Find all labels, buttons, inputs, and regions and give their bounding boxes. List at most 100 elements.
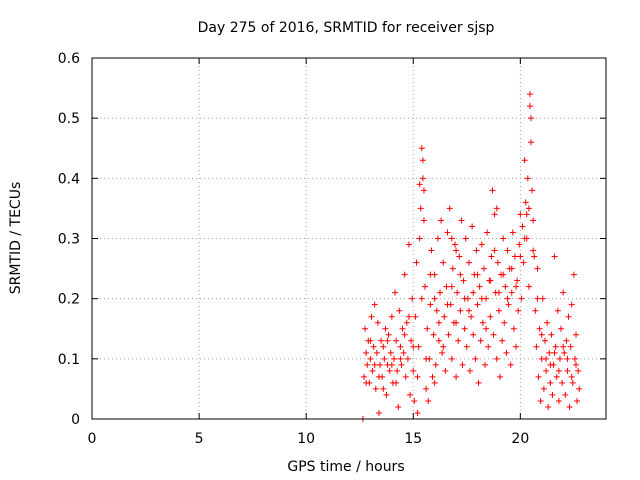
data-point xyxy=(505,301,512,308)
x-tick-label: 0 xyxy=(88,431,97,447)
data-point xyxy=(417,205,424,212)
data-point xyxy=(414,373,421,380)
data-point xyxy=(431,379,438,386)
data-point xyxy=(488,253,495,260)
data-point xyxy=(529,187,536,194)
data-point xyxy=(441,313,448,320)
data-point xyxy=(559,379,566,386)
data-point xyxy=(455,337,462,344)
data-point xyxy=(478,295,485,302)
data-point xyxy=(504,295,511,302)
data-point xyxy=(535,373,542,380)
data-point xyxy=(487,313,494,320)
data-point xyxy=(552,343,559,350)
data-point xyxy=(461,295,468,302)
data-point xyxy=(470,289,477,296)
x-tick-label: 5 xyxy=(195,431,204,447)
data-point xyxy=(435,319,442,326)
data-point xyxy=(378,337,385,344)
x-axis-label: GPS time / hours xyxy=(287,459,404,475)
data-point xyxy=(362,325,369,332)
data-point xyxy=(390,355,397,362)
data-point xyxy=(405,241,412,248)
data-point xyxy=(393,379,400,386)
data-point xyxy=(467,367,474,374)
data-point xyxy=(525,205,532,212)
y-tick-label: 0 xyxy=(71,412,80,428)
data-point xyxy=(563,337,570,344)
data-point xyxy=(513,343,520,350)
data-point xyxy=(382,325,389,332)
data-point xyxy=(445,331,452,338)
data-point xyxy=(480,265,487,272)
data-point xyxy=(404,355,411,362)
data-point xyxy=(472,355,479,362)
data-point xyxy=(398,361,405,368)
data-point xyxy=(571,355,578,362)
data-point xyxy=(465,307,472,314)
data-point xyxy=(369,367,376,374)
data-point xyxy=(576,385,583,392)
data-point xyxy=(448,355,455,362)
data-point xyxy=(380,343,387,350)
data-point xyxy=(412,313,419,320)
chart-title: Day 275 of 2016, SRMTID for receiver sjs… xyxy=(198,20,495,36)
data-point xyxy=(416,235,423,242)
data-point xyxy=(444,301,451,308)
data-point xyxy=(495,307,502,314)
y-axis-label: SRMTID / TECUs xyxy=(8,182,24,295)
data-point xyxy=(440,259,447,266)
data-point xyxy=(555,397,562,404)
data-point xyxy=(575,367,582,374)
data-point xyxy=(367,337,374,344)
data-point xyxy=(521,235,528,242)
data-point xyxy=(493,205,500,212)
data-point xyxy=(386,367,393,374)
data-point xyxy=(549,391,556,398)
data-point xyxy=(495,289,502,296)
data-point xyxy=(501,319,508,326)
data-point xyxy=(478,241,485,248)
data-point xyxy=(428,247,435,254)
data-point xyxy=(432,361,439,368)
data-point xyxy=(393,337,400,344)
data-point xyxy=(394,367,401,374)
data-point xyxy=(485,343,492,350)
data-point xyxy=(380,385,387,392)
data-point xyxy=(420,217,427,224)
data-point xyxy=(442,367,449,374)
data-point xyxy=(547,379,554,386)
data-point xyxy=(564,355,571,362)
data-point xyxy=(460,277,467,284)
data-point xyxy=(537,397,544,404)
data-point xyxy=(422,283,429,290)
data-point xyxy=(491,211,498,218)
data-point xyxy=(494,259,501,266)
data-point xyxy=(377,361,384,368)
data-point xyxy=(526,91,533,98)
x-tick-label: 10 xyxy=(297,431,315,447)
data-point xyxy=(429,373,436,380)
data-point xyxy=(534,295,541,302)
data-point xyxy=(509,229,516,236)
data-point xyxy=(433,307,440,314)
data-point xyxy=(364,361,371,368)
data-point xyxy=(567,343,574,350)
data-point xyxy=(381,355,388,362)
data-point xyxy=(547,361,554,368)
data-point xyxy=(470,331,477,338)
data-point xyxy=(427,301,434,308)
data-point xyxy=(553,373,560,380)
data-point xyxy=(525,283,532,290)
data-point xyxy=(508,265,515,272)
data-point xyxy=(573,331,580,338)
data-point xyxy=(372,385,379,392)
x-tick-label: 20 xyxy=(511,431,529,447)
data-point xyxy=(408,337,415,344)
data-point xyxy=(392,289,399,296)
data-point xyxy=(414,409,421,416)
y-tick-label: 0.1 xyxy=(58,352,80,368)
data-point xyxy=(437,289,444,296)
data-point xyxy=(395,403,402,410)
